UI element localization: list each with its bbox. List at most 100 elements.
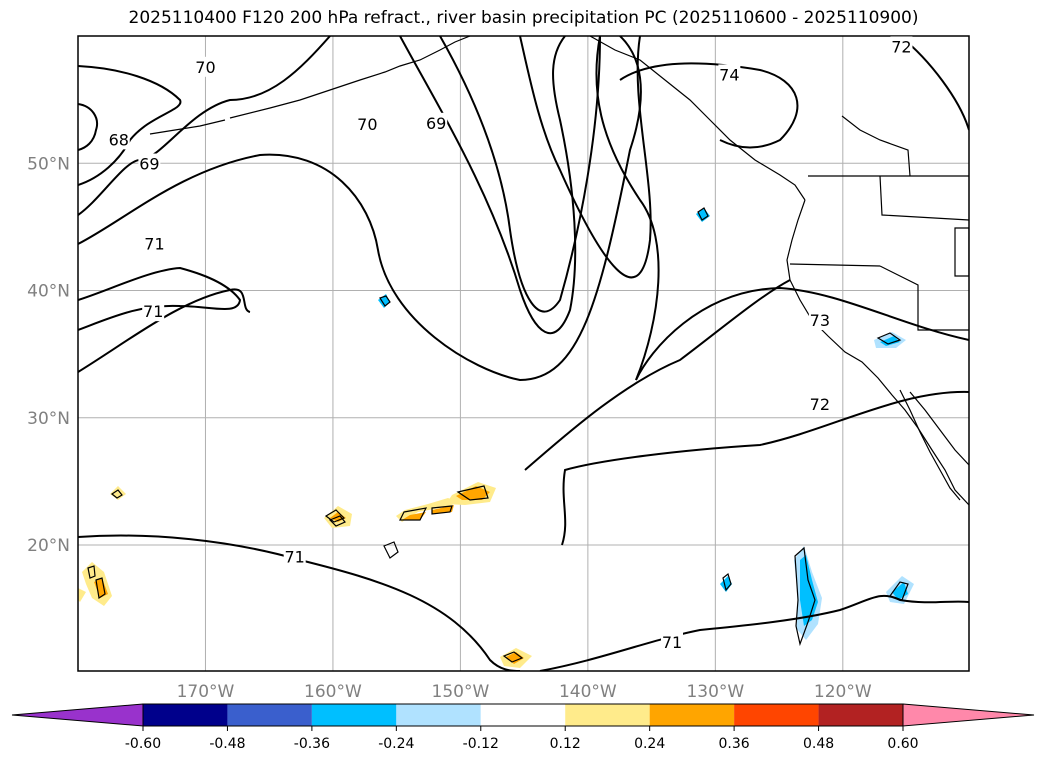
positive-area: [78, 588, 86, 602]
contour-label-bg: [356, 114, 379, 135]
contour-label: 71: [662, 633, 682, 652]
gulf-of-california-coast: [909, 391, 969, 466]
negative-area: [720, 576, 732, 592]
colorbar-tick-label: -0.48: [209, 736, 245, 752]
colorbar-segment: [480, 704, 566, 726]
longitude-label: 150°W: [432, 682, 490, 702]
hawaii-island: [383, 541, 399, 559]
contour-label: 70: [357, 115, 377, 134]
contour-line: [519, 36, 652, 279]
positive-area: [506, 652, 524, 664]
contour-line: [439, 36, 601, 313]
coastlines: [87, 36, 969, 663]
colorbar-min-extension: [11, 703, 144, 727]
contour-line: [78, 36, 331, 216]
contour-label: 68: [109, 130, 129, 149]
alaska-peninsula: [149, 119, 226, 135]
north-america-west-coast: [786, 199, 969, 506]
colorbar-segment: [734, 704, 819, 726]
contour-label: 71: [285, 548, 305, 567]
island: [456, 485, 489, 501]
graticule: [78, 36, 969, 671]
contour-label: 70: [195, 58, 215, 77]
colorbar-tick-label: 0.24: [634, 736, 665, 752]
island: [87, 565, 96, 579]
island: [502, 651, 524, 663]
latitude-labels: 50°N 40°N 30°N 20°N: [27, 154, 70, 556]
contour-line: [78, 65, 182, 186]
state-border: [789, 263, 881, 267]
contour-labels: 70 68 69 71 71 70 69 74 72 73 72 71 71: [107, 36, 913, 653]
contour-line: [78, 288, 251, 373]
contour-label-bg: [142, 301, 165, 322]
baja-california: [899, 389, 961, 501]
contour-line: [78, 36, 642, 382]
state-border: [879, 265, 969, 331]
contour-label: 69: [139, 155, 159, 174]
longitude-label: 170°W: [177, 682, 235, 702]
colorbar-tick-label: 0.36: [719, 736, 750, 752]
colorbar-segment: [311, 704, 397, 726]
island: [722, 572, 732, 592]
contour-label-bg: [138, 153, 161, 174]
island: [889, 581, 909, 601]
contour-line: [595, 36, 660, 381]
longitude-labels: 170°W 160°W 150°W 140°W 130°W 120°W: [177, 682, 872, 702]
positive-area: [110, 486, 126, 500]
hawaii-island: [328, 515, 346, 527]
colorbar-max-extension: [902, 703, 1035, 727]
colorbar-segment: [649, 704, 735, 726]
island: [876, 332, 902, 345]
contour-label: 74: [719, 65, 739, 84]
contour-line: [78, 534, 521, 671]
contour-label: 71: [143, 302, 163, 321]
island: [95, 577, 106, 600]
contour-label: 73: [810, 311, 830, 330]
latitude-label: 20°N: [27, 536, 70, 556]
contour-line: [399, 36, 577, 335]
contour-line: [619, 62, 799, 149]
colorbar-frame: [142, 703, 904, 727]
contour-label: 72: [810, 395, 830, 414]
map-background: [78, 36, 969, 671]
state-border: [841, 115, 911, 177]
colorbar-segment: [818, 704, 903, 726]
island: [110, 489, 123, 499]
contour-line: [539, 594, 969, 671]
island: [431, 505, 453, 515]
colorbar-tick-label: 0.60: [887, 736, 918, 752]
contour-label-bg: [283, 546, 306, 567]
island: [324, 509, 346, 523]
map-title: 2025110400 F120 200 hPa refract., river …: [128, 8, 919, 28]
contour-line: [78, 103, 98, 151]
colorbar-tick-label: -0.60: [125, 736, 161, 752]
contour-label-bg: [143, 233, 166, 254]
colorbar-segment: [227, 704, 312, 726]
refractivity-contours: [78, 36, 969, 671]
contour-label-bg: [808, 310, 831, 331]
colorbar-segment: [143, 704, 228, 726]
colorbar-segment: [396, 704, 481, 726]
colorbar-tick-label: 0.48: [803, 736, 834, 752]
contour-label-bg: [661, 632, 683, 653]
colorbar-tick-label: 0.12: [550, 736, 581, 752]
map-frame: [77, 35, 970, 672]
contour-line: [524, 279, 791, 471]
contour-line: [635, 286, 969, 381]
contour-label-bg: [194, 56, 217, 77]
colorbar-tick-label: -0.24: [378, 736, 414, 752]
colorbar-tick-label: -0.36: [294, 736, 330, 752]
contour-label-bg: [425, 112, 448, 133]
negative-area: [880, 336, 900, 346]
contour-label: 71: [144, 235, 164, 254]
colorbar-segment: [565, 704, 650, 726]
contour-label: 69: [426, 114, 446, 133]
longitude-label: 130°W: [686, 682, 744, 702]
contour-line: [78, 266, 242, 331]
negative-area: [800, 555, 818, 626]
contour-label-bg: [890, 36, 913, 57]
contour-label-bg: [808, 394, 831, 415]
contour-label-bg: [107, 129, 130, 150]
state-border: [879, 175, 969, 221]
